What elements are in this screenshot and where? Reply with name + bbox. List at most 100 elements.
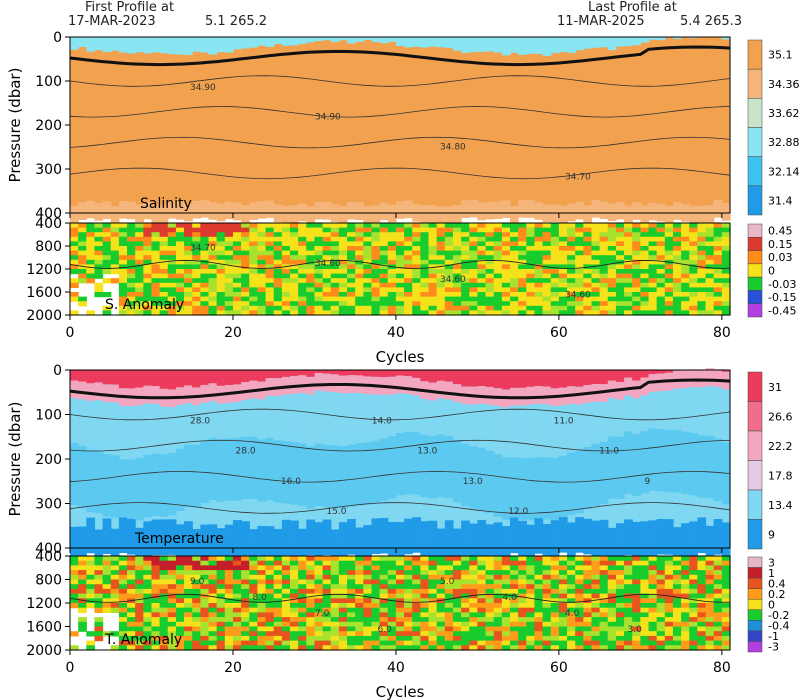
anomaly-cell	[70, 603, 79, 609]
anomaly-cell	[615, 626, 625, 632]
surface-cell	[127, 370, 136, 389]
anomaly-cell	[387, 259, 397, 265]
anomaly-cell	[86, 584, 96, 590]
bottom-cell	[469, 523, 479, 560]
anomaly-cell	[78, 607, 87, 613]
anomaly-cell	[192, 584, 201, 590]
anomaly-cell	[428, 287, 438, 293]
anomaly-cell	[208, 227, 218, 233]
anomaly-cell	[664, 278, 674, 284]
anomaly-cell	[526, 603, 536, 609]
anomaly-cell	[167, 607, 177, 613]
anomaly-cell	[290, 227, 299, 233]
anomaly-cell	[624, 621, 633, 628]
anomaly-cell	[290, 593, 299, 599]
anomaly-cell	[705, 255, 715, 261]
anomaly-cell	[371, 556, 381, 562]
anomaly-cell	[78, 236, 87, 242]
bottom-cell	[461, 200, 470, 219]
anomaly-cell	[599, 584, 609, 590]
anomaly-cell	[265, 287, 275, 293]
surface-cell	[558, 37, 568, 53]
contour-label: 34.60	[315, 259, 341, 269]
anomaly-cell	[477, 603, 487, 609]
anomaly-cell	[452, 640, 462, 646]
anomaly-cell	[721, 259, 731, 265]
anomaly-cell	[273, 603, 283, 609]
anomaly-cell	[689, 310, 699, 316]
anomaly-cell	[330, 593, 340, 599]
anomaly-cell	[135, 593, 144, 599]
anomaly-cell	[672, 264, 682, 270]
anomaly-cell	[469, 305, 479, 311]
anomaly-cell	[493, 607, 503, 613]
anomaly-cell	[355, 292, 364, 298]
anomaly-cell	[444, 584, 454, 590]
anomaly-cell	[175, 631, 185, 637]
anomaly-cell	[371, 292, 381, 298]
anomaly-cell	[664, 565, 674, 571]
anomaly-cell	[347, 617, 356, 623]
anomaly-cell	[591, 296, 601, 302]
anomaly-cell	[558, 640, 568, 646]
anomaly-cell	[624, 227, 633, 233]
anomaly-cell	[265, 560, 275, 566]
anomaly-cell	[355, 621, 364, 628]
anomaly-cell	[485, 264, 495, 270]
anomaly-cell	[452, 560, 462, 566]
anomaly-cell	[127, 310, 136, 316]
anomaly-cell	[705, 607, 715, 613]
surface-cell	[672, 37, 682, 40]
anomaly-cell	[624, 273, 633, 279]
anomaly-cell	[249, 617, 259, 623]
anomaly-cell	[363, 287, 373, 293]
anomaly-cell	[265, 565, 275, 571]
anomaly-cell	[485, 640, 495, 646]
anomaly-cell	[713, 598, 723, 604]
anomaly-cell	[249, 232, 259, 238]
colorbar-label: 0.03	[768, 251, 793, 264]
anomaly-cell	[249, 241, 259, 247]
deep-cell	[175, 448, 185, 511]
anomaly-cell	[501, 621, 511, 628]
anomaly-cell	[518, 246, 527, 252]
bottom-cell	[200, 200, 210, 218]
anomaly-cell	[721, 301, 731, 307]
bottom-cell	[306, 206, 316, 224]
anomaly-cell	[697, 269, 707, 275]
deep-cell	[664, 430, 674, 493]
anomaly-cell	[94, 570, 104, 576]
anomaly-cell	[175, 626, 185, 632]
anomaly-cell	[575, 570, 584, 576]
anomaly-cell	[118, 246, 128, 252]
anomaly-cell	[420, 292, 430, 298]
bottom-cell	[94, 203, 104, 221]
anomaly-cell	[298, 593, 307, 599]
panel-label: T. Anomaly	[104, 632, 182, 648]
anomaly-cell	[208, 640, 218, 646]
surface-cell	[428, 370, 438, 383]
anomaly-cell	[485, 560, 495, 566]
anomaly-cell	[534, 603, 544, 609]
anomaly-cell	[127, 607, 136, 613]
bottom-cell	[241, 521, 250, 557]
anomaly-cell	[70, 565, 79, 571]
anomaly-cell	[273, 631, 283, 637]
anomaly-cell	[664, 305, 674, 311]
anomaly-cell	[118, 588, 128, 595]
anomaly-cell	[208, 556, 218, 562]
colorbar-swatch	[747, 430, 763, 461]
bottom-cell	[599, 519, 609, 556]
anomaly-cell	[477, 565, 487, 571]
anomaly-cell	[273, 588, 283, 595]
anomaly-cell	[208, 264, 218, 270]
anomaly-cell	[501, 645, 511, 651]
anomaly-cell	[216, 640, 226, 646]
anomaly-cell	[632, 603, 641, 609]
anomaly-cell	[347, 250, 356, 256]
anomaly-cell	[94, 631, 104, 637]
anomaly-cell	[102, 598, 112, 604]
anomaly-cell	[428, 296, 438, 302]
deep-cell	[208, 437, 218, 500]
anomaly-cell	[290, 301, 299, 307]
